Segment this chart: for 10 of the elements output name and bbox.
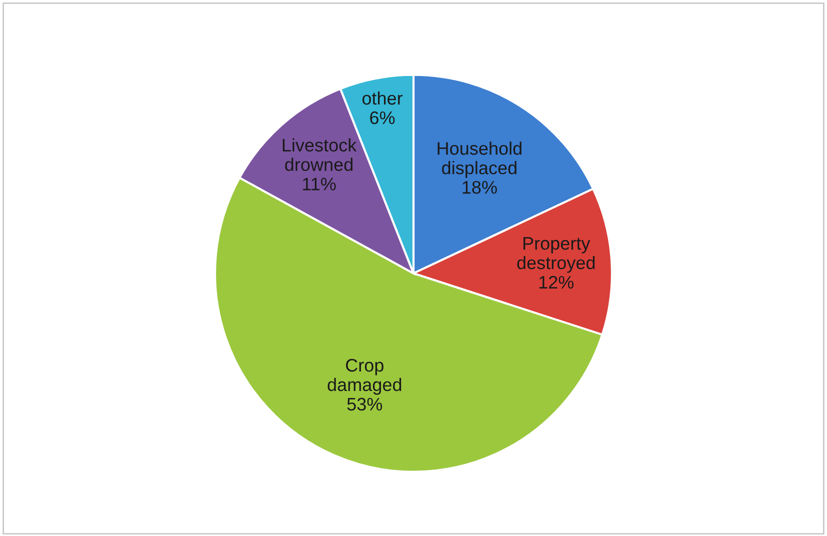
slice-label: other (362, 91, 403, 105)
slice-label: Property destroyed (517, 237, 595, 273)
slice-label: Household displaced (438, 142, 522, 178)
slice-label: Crop damaged (328, 358, 402, 395)
data-label: 11% (302, 178, 336, 190)
data-label: 18% (462, 180, 497, 194)
data-label: 53% (347, 398, 382, 411)
data-label: 6% (370, 111, 395, 124)
data-label: 12% (539, 276, 574, 289)
slice-label: Livestock drowned (282, 138, 357, 172)
